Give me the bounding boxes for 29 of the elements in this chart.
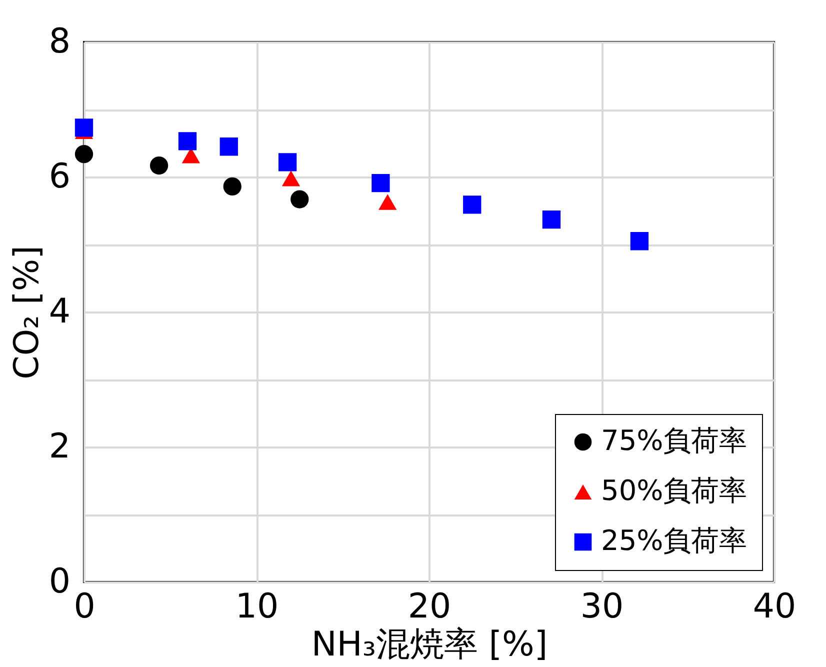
legend-label: 50%負荷率 [601, 474, 748, 507]
point [278, 153, 297, 172]
point [223, 177, 242, 196]
y-tick-label: 0 [48, 562, 70, 602]
x-tick-label: 30 [580, 586, 624, 626]
point [372, 174, 390, 192]
y-tick-label: 6 [48, 156, 70, 196]
y-tick-label: 4 [48, 292, 70, 332]
x-tick-label: 10 [235, 586, 279, 626]
point [630, 232, 649, 250]
x-tick-label: 20 [408, 586, 452, 626]
point [74, 118, 94, 137]
y-tick-label: 8 [48, 22, 70, 62]
point [178, 132, 197, 150]
x-tick-label: 0 [74, 586, 96, 626]
point [463, 196, 482, 214]
point [542, 210, 561, 229]
y-axis-title: CO₂ [%] [6, 246, 47, 380]
point [220, 138, 238, 156]
point [150, 156, 168, 175]
x-tick-label: 40 [752, 586, 796, 626]
point [74, 144, 94, 164]
y-tick-label: 2 [48, 426, 70, 466]
point [282, 170, 300, 186]
legend-label: 25%負荷率 [601, 524, 748, 557]
x-axis-title: NH₃混焼率 [%] [311, 624, 548, 664]
point [290, 190, 309, 208]
point [378, 194, 397, 210]
legend-label: 75%負荷率 [601, 424, 748, 457]
